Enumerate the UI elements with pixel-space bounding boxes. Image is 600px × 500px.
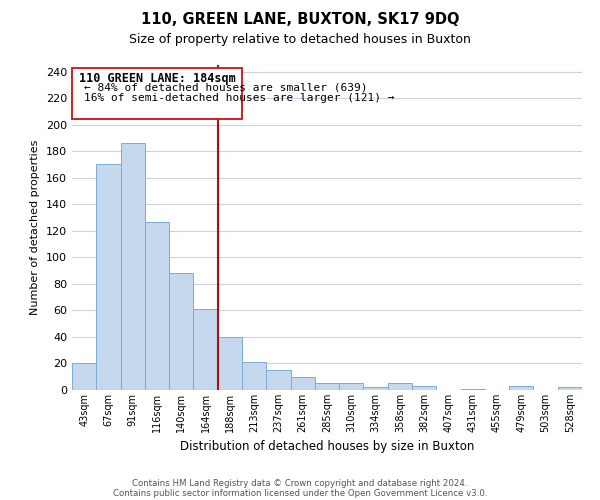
Text: Size of property relative to detached houses in Buxton: Size of property relative to detached ho… [129,32,471,46]
Text: 110 GREEN LANE: 184sqm: 110 GREEN LANE: 184sqm [79,72,235,85]
Text: 110, GREEN LANE, BUXTON, SK17 9DQ: 110, GREEN LANE, BUXTON, SK17 9DQ [141,12,459,28]
Bar [290,376,315,390]
Bar [412,386,436,390]
Bar [388,384,412,390]
Bar [96,164,121,390]
Bar [169,274,193,390]
Bar [242,362,266,390]
Bar [461,388,485,390]
Bar [364,388,388,390]
Bar [266,370,290,390]
Bar [315,384,339,390]
Bar [339,384,364,390]
Bar [121,144,145,390]
Bar [509,386,533,390]
Bar [193,309,218,390]
Bar [558,388,582,390]
Text: Contains public sector information licensed under the Open Government Licence v3: Contains public sector information licen… [113,488,487,498]
Y-axis label: Number of detached properties: Number of detached properties [31,140,40,315]
FancyBboxPatch shape [73,68,242,120]
Text: 16% of semi-detached houses are larger (121) →: 16% of semi-detached houses are larger (… [84,93,395,103]
Text: Contains HM Land Registry data © Crown copyright and database right 2024.: Contains HM Land Registry data © Crown c… [132,478,468,488]
Text: ← 84% of detached houses are smaller (639): ← 84% of detached houses are smaller (63… [84,82,368,92]
Bar [72,364,96,390]
Bar [145,222,169,390]
Bar [218,337,242,390]
X-axis label: Distribution of detached houses by size in Buxton: Distribution of detached houses by size … [180,440,474,454]
